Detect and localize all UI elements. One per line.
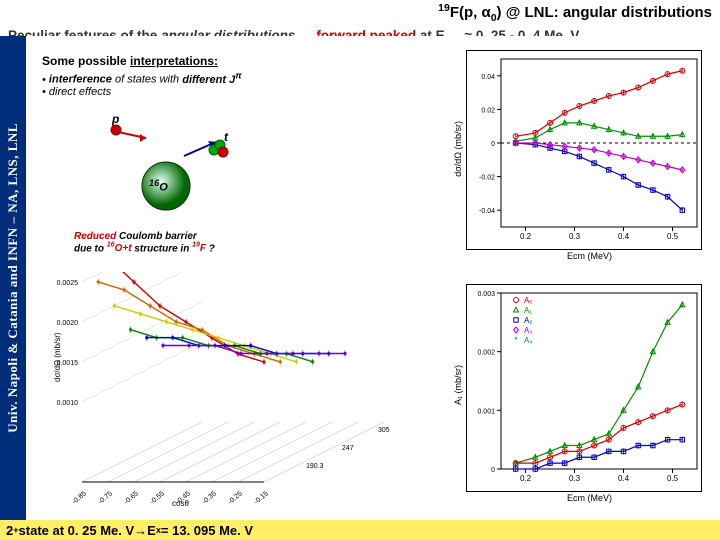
svg-text:0: 0 (491, 141, 495, 148)
svg-text:0.5: 0.5 (667, 232, 679, 241)
diagram-p: p (112, 112, 119, 126)
svg-text:0.2: 0.2 (520, 232, 532, 241)
svg-text:-0.35: -0.35 (201, 490, 218, 506)
svg-text:0.4: 0.4 (618, 474, 630, 483)
diagram-o: 16O (149, 178, 168, 194)
main-area: Some possible interpretations: interfere… (26, 36, 720, 520)
svg-text:0.04: 0.04 (481, 74, 495, 81)
svg-text:-0.85: -0.85 (71, 490, 88, 506)
chart-bot-ylabel: A₁ (mb/sr) (453, 365, 463, 405)
svg-text:247: 247 (342, 445, 354, 452)
svg-text:0: 0 (491, 467, 495, 474)
svg-text:-0.65: -0.65 (123, 490, 140, 506)
diagram-t: t (224, 130, 228, 144)
svg-text:190.3: 190.3 (306, 463, 324, 470)
caption: Reduced Coulomb barrier due to 16O+t str… (74, 231, 215, 254)
svg-text:0.0025: 0.0025 (57, 280, 79, 287)
svg-text:0.4: 0.4 (618, 232, 630, 241)
svg-text:0.02: 0.02 (481, 107, 495, 114)
svg-text:-0.55: -0.55 (149, 490, 166, 506)
title-sup: 19 (438, 2, 450, 14)
svg-text:-0.04: -0.04 (479, 208, 495, 215)
svg-text:-0.75: -0.75 (97, 490, 114, 506)
footer-bar: 2+ state at 0. 25 Me. V → Ex = 13. 095 M… (0, 520, 720, 540)
svg-text:0.3: 0.3 (569, 232, 581, 241)
interp-1: interference of states with different Jπ (42, 70, 242, 86)
chart-top-xlabel: Ecm (MeV) (567, 251, 612, 261)
svg-text:-0.15: -0.15 (253, 490, 270, 506)
svg-text:dσ/dΩ (mb/sr): dσ/dΩ (mb/sr) (53, 332, 62, 382)
chart-bottom: 0.20.30.40.500.0010.0020.003 A₁ (mb/sr) … (466, 284, 702, 492)
chart-bot-xlabel: Ecm (MeV) (567, 493, 612, 503)
title-b: ) @ LNL: angular distributions (497, 4, 712, 21)
svg-text:-0.02: -0.02 (479, 175, 495, 182)
svg-text:0.0020: 0.0020 (57, 320, 79, 327)
chart-bot-legend: AₑA₁A₂A₃*A₄ (511, 295, 533, 345)
svg-text:0.0010: 0.0010 (57, 400, 79, 407)
svg-text:-0.25: -0.25 (227, 490, 244, 506)
sidebar-text: Univ. Napoli & Catania and INFN – NA, LN… (5, 123, 21, 433)
chart-top: 0.20.30.40.5-0.04-0.0200.020.04 dσ/dΩ (m… (466, 50, 702, 250)
interpretations: Some possible interpretations: interfere… (42, 54, 242, 98)
affiliation-sidebar: Univ. Napoli & Catania and INFN – NA, LN… (0, 36, 26, 520)
svg-text:0.5: 0.5 (667, 474, 679, 483)
svg-text:305: 305 (378, 427, 390, 434)
svg-text:0.3: 0.3 (569, 474, 581, 483)
svg-text:*: * (514, 335, 518, 345)
chart-top-ylabel: dσ/dΩ (mb/sr) (453, 121, 463, 177)
svg-text:cosθ: cosθ (172, 499, 189, 506)
title-a: F(p, α (450, 4, 491, 21)
svg-text:0.003: 0.003 (477, 291, 495, 298)
reaction-diagram: p t 16O (106, 116, 246, 236)
svg-text:0.001: 0.001 (477, 408, 495, 415)
page-title: 19F(p, α0) @ LNL: angular distributions (0, 0, 720, 26)
chart-3d: 0.00100.00150.00200.00250.00300.0035-0.8… (42, 272, 442, 506)
interp-2: direct effects (42, 86, 242, 98)
svg-text:0.002: 0.002 (477, 350, 495, 357)
svg-text:0.2: 0.2 (520, 474, 532, 483)
